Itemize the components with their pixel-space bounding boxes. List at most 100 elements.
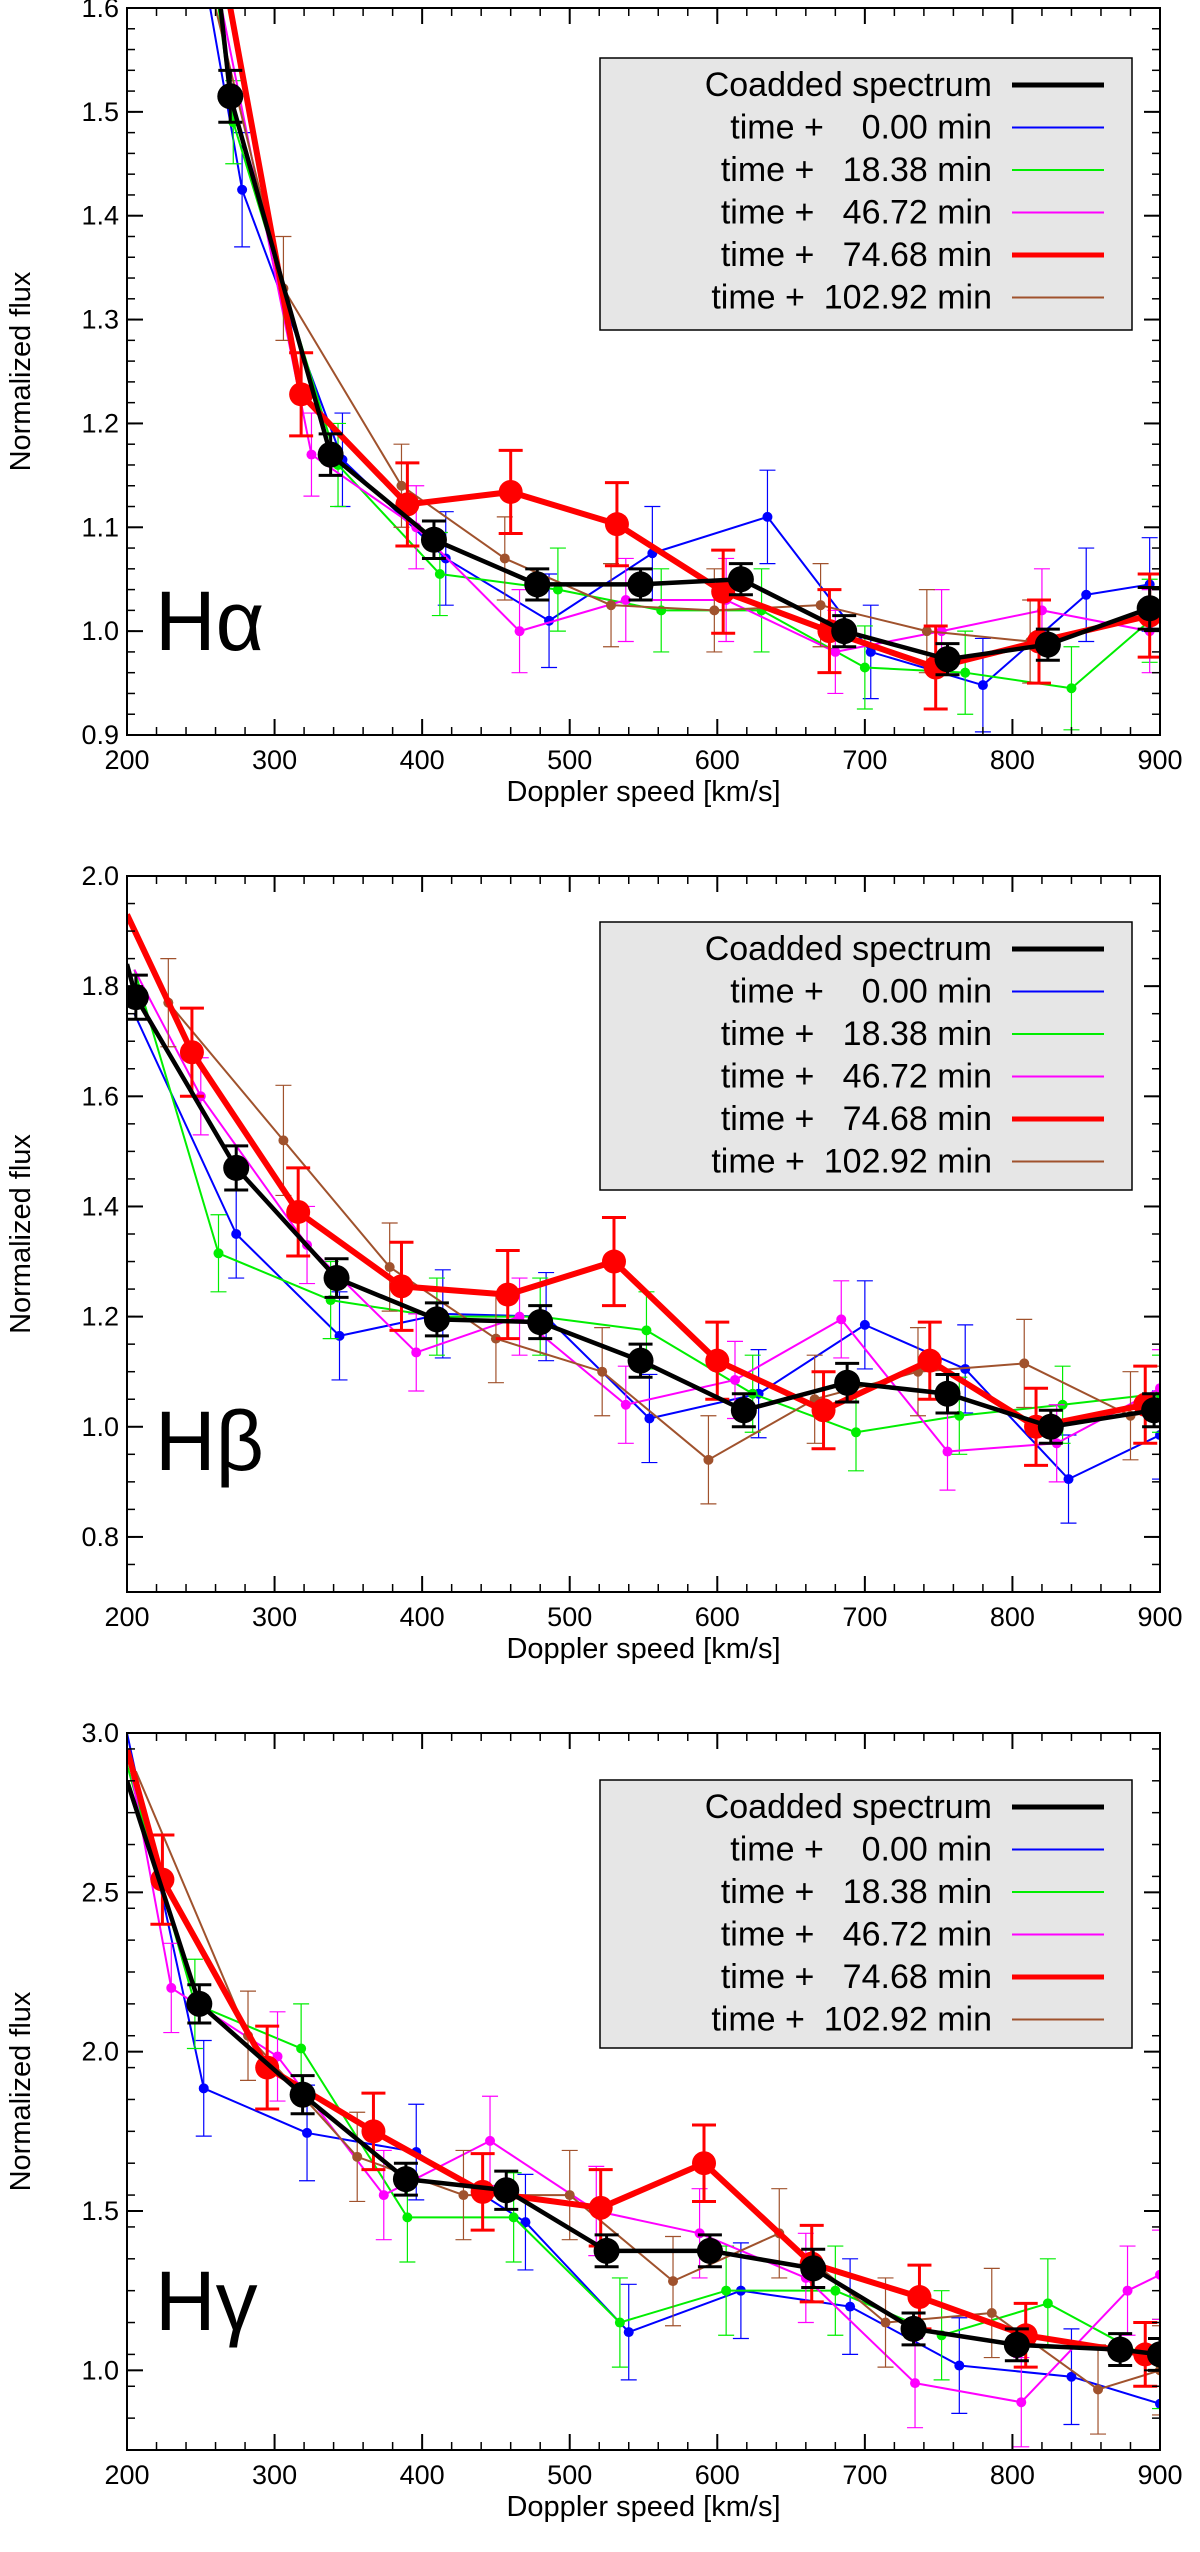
y-tick-label: 1.0 [81, 2355, 119, 2385]
legend-label: time + 102.92 min [711, 279, 992, 317]
data-point [942, 1446, 953, 1457]
data-point [845, 2301, 856, 2312]
legend-entry: Coadded spectrum [705, 930, 1104, 968]
data-point [729, 1374, 740, 1385]
data-point [524, 571, 551, 598]
data-point [834, 1369, 861, 1396]
data-point [815, 600, 826, 611]
data-point [289, 2081, 316, 2108]
legend-label: Coadded spectrum [705, 1788, 992, 1826]
data-point [910, 2378, 921, 2389]
y-tick-label: 3.0 [81, 1718, 119, 1748]
x-axis-label: Doppler speed [km/s] [506, 2491, 780, 2523]
data-point [334, 1330, 345, 1341]
series-time-74-68-min [127, 913, 1158, 1467]
x-tick-label: 600 [695, 2460, 740, 2490]
x-tick-label: 300 [252, 745, 297, 775]
data-point [907, 2285, 932, 2310]
data-point [644, 1413, 655, 1424]
series-group [209, 8, 1160, 733]
x-tick-label: 500 [547, 1602, 592, 1632]
panel-label: Hγ [155, 2254, 258, 2348]
data-point [593, 2237, 620, 2264]
legend: Coadded spectrum time + 0.00 min time + 18… [599, 921, 1133, 1191]
data-point [255, 2055, 280, 2080]
y-tick-label: 1.1 [81, 512, 119, 542]
legend-box [599, 57, 1133, 331]
data-point [865, 646, 876, 657]
x-tick-label: 200 [104, 745, 149, 775]
legend-label: time + 0.00 min [730, 109, 992, 147]
data-point [705, 1348, 730, 1373]
data-point [641, 1325, 652, 1336]
legend-entry: time + 46.72 min [721, 194, 1104, 232]
data-point [166, 1982, 177, 1993]
y-tick-label: 2.0 [81, 861, 119, 891]
data-point [1019, 1358, 1030, 1369]
data-point [1037, 1413, 1064, 1440]
x-tick-label: 700 [842, 745, 887, 775]
data-point [694, 2228, 705, 2239]
series-time-46-72-min [220, 8, 1158, 695]
x-tick-label: 900 [1137, 2460, 1182, 2490]
data-point [1066, 2371, 1077, 2382]
series-coadded-spectrum [127, 963, 1160, 1445]
panel-label: Hβ [155, 1394, 264, 1488]
data-point [627, 1347, 654, 1374]
legend-label: time + 18.38 min [721, 1873, 992, 1911]
legend-entry: time + 0.00 min [730, 109, 1104, 147]
data-point [934, 1380, 961, 1407]
y-tick-label: 2.0 [81, 2037, 119, 2067]
legend-entry: time + 18.38 min [721, 1873, 1104, 1911]
data-point [361, 2119, 386, 2144]
data-point [1063, 1474, 1074, 1485]
data-point [411, 1347, 422, 1358]
data-point [402, 2212, 413, 2223]
legend-box [599, 1779, 1133, 2049]
legend-label: time + 0.00 min [730, 973, 992, 1011]
series-coadded-spectrum [127, 1780, 1160, 2372]
legend-entry: time + 102.92 min [711, 1143, 1104, 1181]
legend-entry: time + 74.68 min [721, 1958, 1104, 1996]
legend-label: time + 102.92 min [711, 1143, 992, 1181]
data-point [1155, 2398, 1160, 2409]
data-point [552, 584, 563, 595]
y-axis-label: Normalized flux [5, 1991, 37, 2191]
data-point [727, 566, 754, 593]
data-point [508, 2212, 519, 2223]
x-tick-label: 900 [1137, 745, 1182, 775]
data-point [378, 2190, 389, 2201]
data-point [936, 626, 947, 637]
legend-label: time + 46.72 min [721, 1058, 992, 1096]
data-point [223, 1154, 250, 1181]
data-point [485, 2135, 496, 2146]
data-point [921, 626, 932, 637]
data-point [217, 83, 244, 110]
series-line [127, 963, 1155, 1430]
data-point [396, 480, 407, 491]
data-point [1141, 1397, 1160, 1424]
legend-label: time + 46.72 min [721, 1916, 992, 1954]
data-point [762, 511, 773, 522]
data-point [623, 2327, 634, 2338]
legend-label: time + 0.00 min [730, 1831, 992, 1869]
x-tick-label: 900 [1137, 1602, 1182, 1632]
x-tick-label: 700 [842, 1602, 887, 1632]
data-point [384, 1262, 395, 1273]
plot-frame [126, 7, 1161, 736]
series-line [127, 1748, 1160, 2404]
x-axis-label: Doppler speed [km/s] [506, 1633, 780, 1665]
data-point [900, 2315, 927, 2342]
data-point [498, 479, 523, 504]
data-point [620, 594, 631, 605]
data-point [977, 680, 988, 691]
y-tick-label: 1.3 [81, 305, 119, 335]
legend-entry: time + 74.68 min [721, 236, 1104, 274]
data-point [237, 184, 248, 195]
y-tick-label: 1.4 [81, 201, 119, 231]
x-tick-label: 300 [252, 2460, 297, 2490]
legend-label: time + 18.38 min [721, 151, 992, 189]
data-point [1107, 2336, 1134, 2363]
data-point [614, 2317, 625, 2328]
data-point [434, 569, 445, 580]
